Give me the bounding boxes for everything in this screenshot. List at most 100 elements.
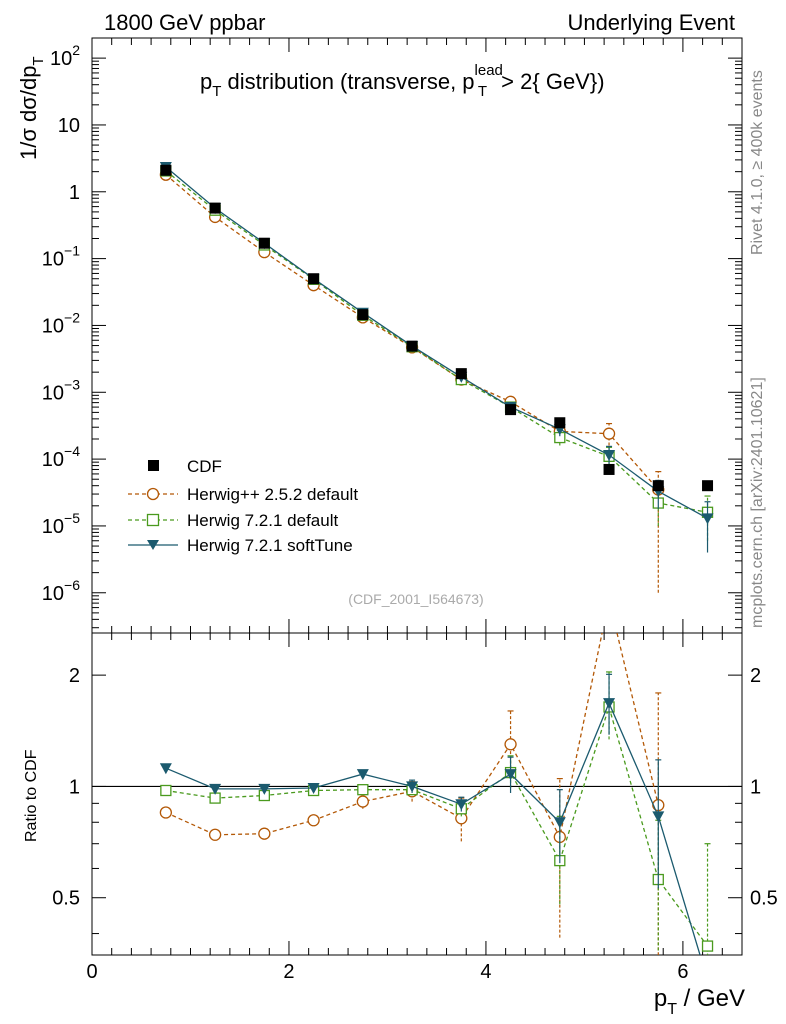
ratio-line-herwig721 [165,704,709,947]
data-layer [159,161,714,955]
tick-exponent: −4 [64,443,80,459]
ratio-point-softtune [159,763,172,775]
ratio-series-group [159,594,714,955]
x-tick-label: 2 [283,961,294,983]
x-tick-label: 6 [677,961,688,983]
ratio-y-tick-label-left: 2 [69,665,80,687]
ratio-point-softtune [209,783,222,795]
ratio-point-softtune [603,698,616,710]
header-left: 1800 GeV ppbar [104,10,265,35]
legend-marker-herwig721 [146,513,160,527]
ratio-point-herwigpp [604,594,615,605]
main-line-herwig721 [165,170,708,513]
ratio-point-softtune [406,781,419,793]
tick-exponent: −3 [64,376,80,392]
main-point-cdf [603,463,615,475]
main-y-tick-label: 10−3 [42,376,80,404]
x-axis-label: pT / GeV [654,985,745,1018]
legend: CDF Herwig++ 2.5.2 default Herwig 7.2.1 … [128,457,358,555]
ratio-point-softtune [652,811,665,823]
tick-exponent: −5 [64,510,80,526]
main-point-cdf [160,164,172,176]
tick-base: 10 [42,315,64,337]
x-tick-label: 4 [480,961,491,983]
ratio-point-herwigpp [258,827,271,840]
main-point-cdf [554,417,566,429]
ratio-point-herwig721 [357,784,369,796]
ratio-panel-frame [91,632,743,956]
main-ylabel: 1/σ dσ/dpT [16,56,47,160]
legend-entry-softtune: Herwig 7.2.1 softTune [128,536,353,555]
ratio-point-herwigpp [159,806,173,819]
tick-exponent: −1 [64,243,80,259]
legend-marker-herwigpp [146,487,160,501]
main-point-cdf [455,368,467,380]
ratio-point-herwig721 [160,784,172,797]
main-point-softtune [603,450,616,462]
ratio-point-softtune [553,817,566,829]
main-y-tick-label: 10 [58,115,80,137]
ratio-point-softtune [504,769,517,781]
ratio-y-tick-label-right: 1 [750,776,761,798]
tick-exponent: −6 [64,577,80,593]
ratio-point-herwigpp [504,738,517,751]
ratio-point-softtune [258,783,271,795]
chart-title: pT distribution (transverse, plead T > 2{… [200,62,605,100]
ratio-point-herwigpp [356,795,369,808]
ratio-point-herwig721 [701,940,714,952]
ratio-y-tick-label-left: 1 [69,776,80,798]
tick-base: 10 [42,449,64,471]
analysis-watermark: (CDF_2001_I564673) [348,591,483,607]
legend-marker-softtune [147,540,159,550]
ratio-point-softtune [356,769,369,781]
x-tick-label: 0 [86,961,97,983]
ratio-point-herwigpp [307,814,320,827]
main-y-tick-label: 10−2 [42,309,80,337]
legend-label-herwigpp: Herwig++ 2.5.2 default [187,485,358,504]
main-point-cdf [308,273,320,285]
tick-base: 10 [50,48,72,70]
main-point-cdf [505,404,517,416]
main-point-cdf [652,480,664,492]
side-label-bottom: mcplots.cern.ch [arXiv:2401.10621] [749,377,766,628]
main-y-tick-label: 10−1 [42,243,80,271]
legend-label-herwig721: Herwig 7.2.1 default [187,511,338,530]
main-y-tick-label: 10−5 [42,510,80,538]
main-point-herwigpp [602,427,616,440]
tick-exponent: 2 [72,42,80,58]
main-y-tick-label: 10−6 [42,577,80,605]
ratio-y-tick-label-right: 2 [750,665,761,687]
ratio-y-tick-label-left: 0.5 [52,888,80,910]
main-point-cdf [357,309,369,321]
side-label-top: Rivet 4.1.0, ≥ 400k events [749,70,766,255]
ratio-y-tick-label-right: 0.5 [750,888,778,910]
main-point-cdf [702,480,714,492]
main-point-cdf [406,340,418,352]
ratio-point-softtune [307,783,320,795]
main-point-cdf [258,237,270,249]
legend-entry-herwigpp: Herwig++ 2.5.2 default [128,485,358,504]
ratio-line-softtune [165,701,701,955]
main-y-tick-label: 10−4 [42,443,80,471]
legend-entry-cdf: CDF [148,457,222,476]
legend-label-cdf: CDF [187,457,222,476]
legend-entry-herwig721: Herwig 7.2.1 default [128,511,338,530]
tick-base: 10 [42,516,64,538]
tick-base: 10 [42,382,64,404]
ratio-point-softtune [455,799,468,811]
ratio-point-herwigpp [208,828,222,841]
legend-label-softtune: Herwig 7.2.1 softTune [187,536,353,555]
main-series-group [159,161,714,593]
legend-marker-cdf [148,460,159,471]
main-point-softtune [701,513,714,525]
ratio-line-herwigpp [165,633,659,839]
tick-exponent: −2 [64,309,80,325]
main-point-cdf [209,202,221,214]
main-y-tick-label: 102 [50,42,80,70]
tick-base: 10 [42,249,64,271]
tick-base: 10 [42,583,64,605]
ratio-ylabel: Ratio to CDF [23,749,40,842]
header-right: Underlying Event [567,10,735,35]
